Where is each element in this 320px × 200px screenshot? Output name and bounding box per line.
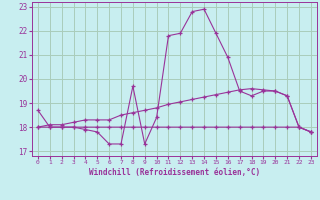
X-axis label: Windchill (Refroidissement éolien,°C): Windchill (Refroidissement éolien,°C) bbox=[89, 168, 260, 177]
